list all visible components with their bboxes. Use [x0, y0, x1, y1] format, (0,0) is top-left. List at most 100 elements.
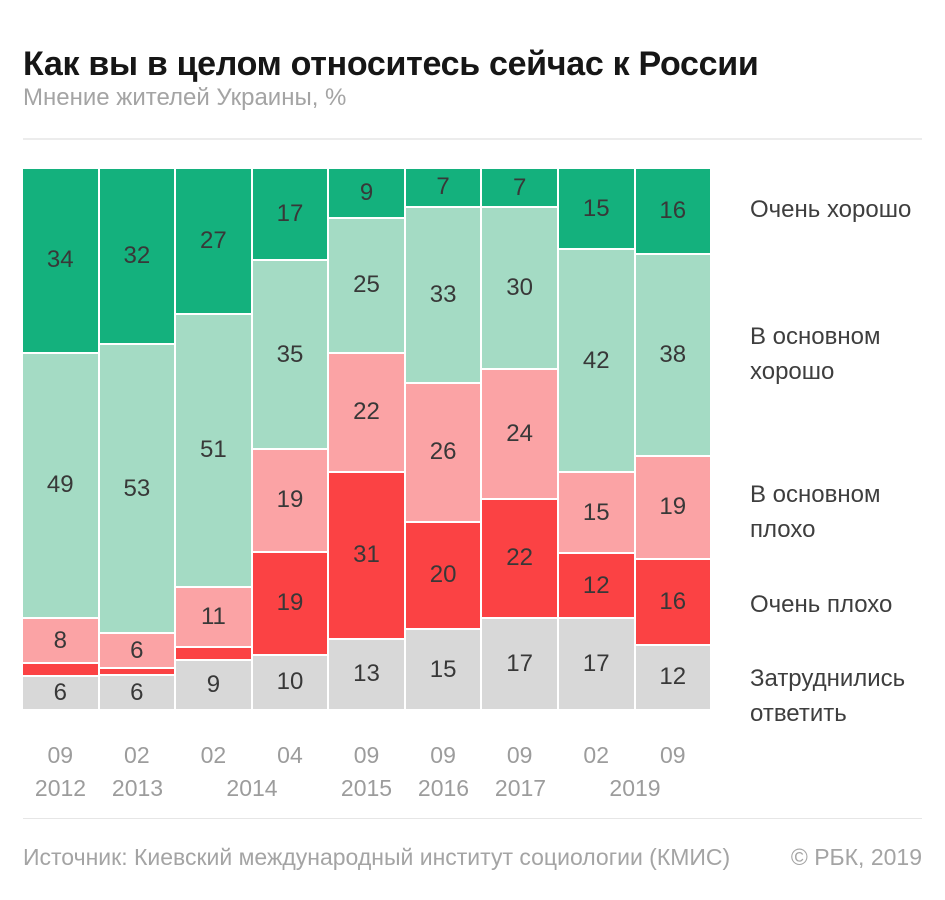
bar-segment: 17: [558, 619, 634, 710]
bar-value-label: 9: [206, 671, 221, 699]
bar-value-label: 32: [123, 241, 151, 269]
bar-value-label: 34: [46, 246, 74, 274]
axis-month-label: 09: [430, 742, 456, 768]
legend-label: Очень плохо: [750, 591, 893, 618]
legend-label: В основном хорошо: [750, 323, 881, 385]
bar-value-label: 38: [659, 341, 687, 369]
bar-value-label: 6: [130, 678, 144, 706]
bar-segment: 10: [252, 655, 328, 709]
axis-month-label: 04: [277, 742, 303, 768]
bar-segment: 6: [99, 634, 175, 668]
bar-segment: 19: [252, 449, 328, 551]
bar-value-label: 17: [506, 649, 533, 677]
bar-segment: [99, 669, 175, 675]
axis-month-label: 02: [124, 742, 150, 768]
bar-column: 27 51 11 9: [176, 169, 251, 709]
axis-month-label: 09: [659, 742, 686, 768]
footer-divider: [23, 818, 922, 819]
legend-label: Очень хорошо: [750, 196, 912, 223]
bar-segment: 42: [558, 250, 634, 472]
bar-value-label: 11: [200, 603, 226, 631]
bar-segment: 20: [405, 522, 481, 628]
bar-column: 7 30 24 22 17: [482, 169, 557, 709]
bar-segment: 38: [635, 255, 711, 456]
bar-column: 7 33 26 20 15: [405, 169, 481, 710]
bar-column: 16 38 19 16 12: [635, 169, 711, 709]
bar-value-label: 12: [582, 571, 610, 599]
bar-segment: 9: [329, 169, 404, 217]
bar-value-label: 6: [53, 678, 67, 706]
bar-column: 32 53 6 6: [99, 169, 175, 710]
axis-year-label: 2013: [111, 775, 164, 801]
bar-value-label: 9: [359, 178, 374, 206]
bar-value-label: 27: [200, 226, 227, 254]
bar-segment: 51: [176, 314, 251, 586]
bar-segment: 15: [558, 169, 634, 249]
header-divider: [23, 138, 922, 140]
bar-value-label: 15: [582, 498, 610, 526]
axis-year-label: 2019: [609, 775, 661, 801]
bar-segment: 17: [252, 169, 328, 260]
axis-year-label: 2015: [340, 775, 393, 801]
copyright-note: © РБК, 2019: [790, 844, 922, 870]
bar-column: 9 25 22 31 13: [329, 169, 404, 709]
bar-value-label: 22: [506, 544, 533, 572]
bar-segment: 49: [23, 353, 98, 618]
bar-segment: 15: [558, 473, 634, 553]
bar-segment: 7: [405, 169, 481, 206]
bar-value-label: 7: [436, 173, 450, 201]
bar-value-label: 17: [276, 200, 304, 228]
bar-segment: [23, 664, 98, 675]
bar-value-label: 31: [353, 541, 380, 569]
bar-value-label: 33: [429, 280, 457, 308]
bar-segment: 7: [482, 169, 557, 207]
bar-segment: 30: [482, 208, 557, 368]
axis-month-label: 02: [200, 742, 227, 768]
bar-segment: 12: [558, 554, 634, 618]
bar-value-label: 16: [659, 197, 687, 225]
chart-title: Как вы в целом относитесь сейчас к Росси…: [23, 44, 759, 83]
bar-value-label: 24: [506, 419, 533, 447]
bar-value-label: 19: [276, 486, 304, 514]
bar-segment: 32: [99, 169, 175, 343]
bar-column: 15 42 15 12 17: [558, 169, 634, 710]
bar-value-label: 15: [429, 655, 457, 683]
bar-segment: 16: [635, 559, 711, 644]
bar-value-label: 35: [276, 340, 304, 368]
bar-segment: [176, 648, 251, 660]
bar-segment: 16: [635, 169, 711, 254]
bar-value-label: 49: [46, 471, 74, 499]
bar-value-label: 16: [659, 587, 687, 615]
legend-label: Затруднились ответить: [750, 665, 906, 727]
axis-month-label: 09: [506, 742, 533, 768]
x-axis-months: 09 02 02 04 09 09 09 02 09: [23, 742, 710, 769]
bar-value-label: 26: [429, 438, 457, 466]
axis-year-label: 2012: [34, 775, 87, 801]
bar-value-label: 51: [200, 436, 227, 464]
chart-subtitle: Мнение жителей Украины, %: [23, 84, 347, 111]
bar-value-label: 8: [53, 626, 67, 654]
bar-value-label: 42: [582, 346, 610, 374]
bar-value-label: 13: [353, 660, 380, 688]
bar-value-label: 19: [276, 589, 304, 617]
bar-value-label: 15: [582, 194, 610, 222]
stacked-bar-chart: 34 49 8 6 32 53 6 6 27 51 11 9 17 35 19 19 10 9 25 22 31 13 7 3…: [23, 169, 711, 710]
bar-segment: 11: [176, 587, 251, 647]
bar-segment: 8: [23, 619, 98, 662]
axis-month-label: 02: [583, 742, 610, 768]
axis-month-label: 09: [47, 742, 74, 768]
bar-segment: 17: [482, 618, 557, 709]
bar-value-label: 20: [429, 561, 457, 589]
axis-year-label: 2016: [417, 775, 470, 801]
bar-value-label: 19: [659, 493, 687, 521]
bar-segment: 22: [482, 499, 557, 617]
bar-segment: 6: [23, 676, 98, 709]
x-axis-years: 2012 2013 2014 2015 2016 2017 2019: [23, 775, 710, 802]
footer: Источник: Киевский международный институ…: [23, 844, 922, 871]
bar-value-label: 30: [506, 274, 533, 302]
bar-value-label: 10: [276, 668, 304, 696]
axis-month-label: 09: [353, 742, 380, 768]
bar-segment: 34: [23, 169, 98, 352]
bar-segment: 6: [99, 676, 175, 710]
